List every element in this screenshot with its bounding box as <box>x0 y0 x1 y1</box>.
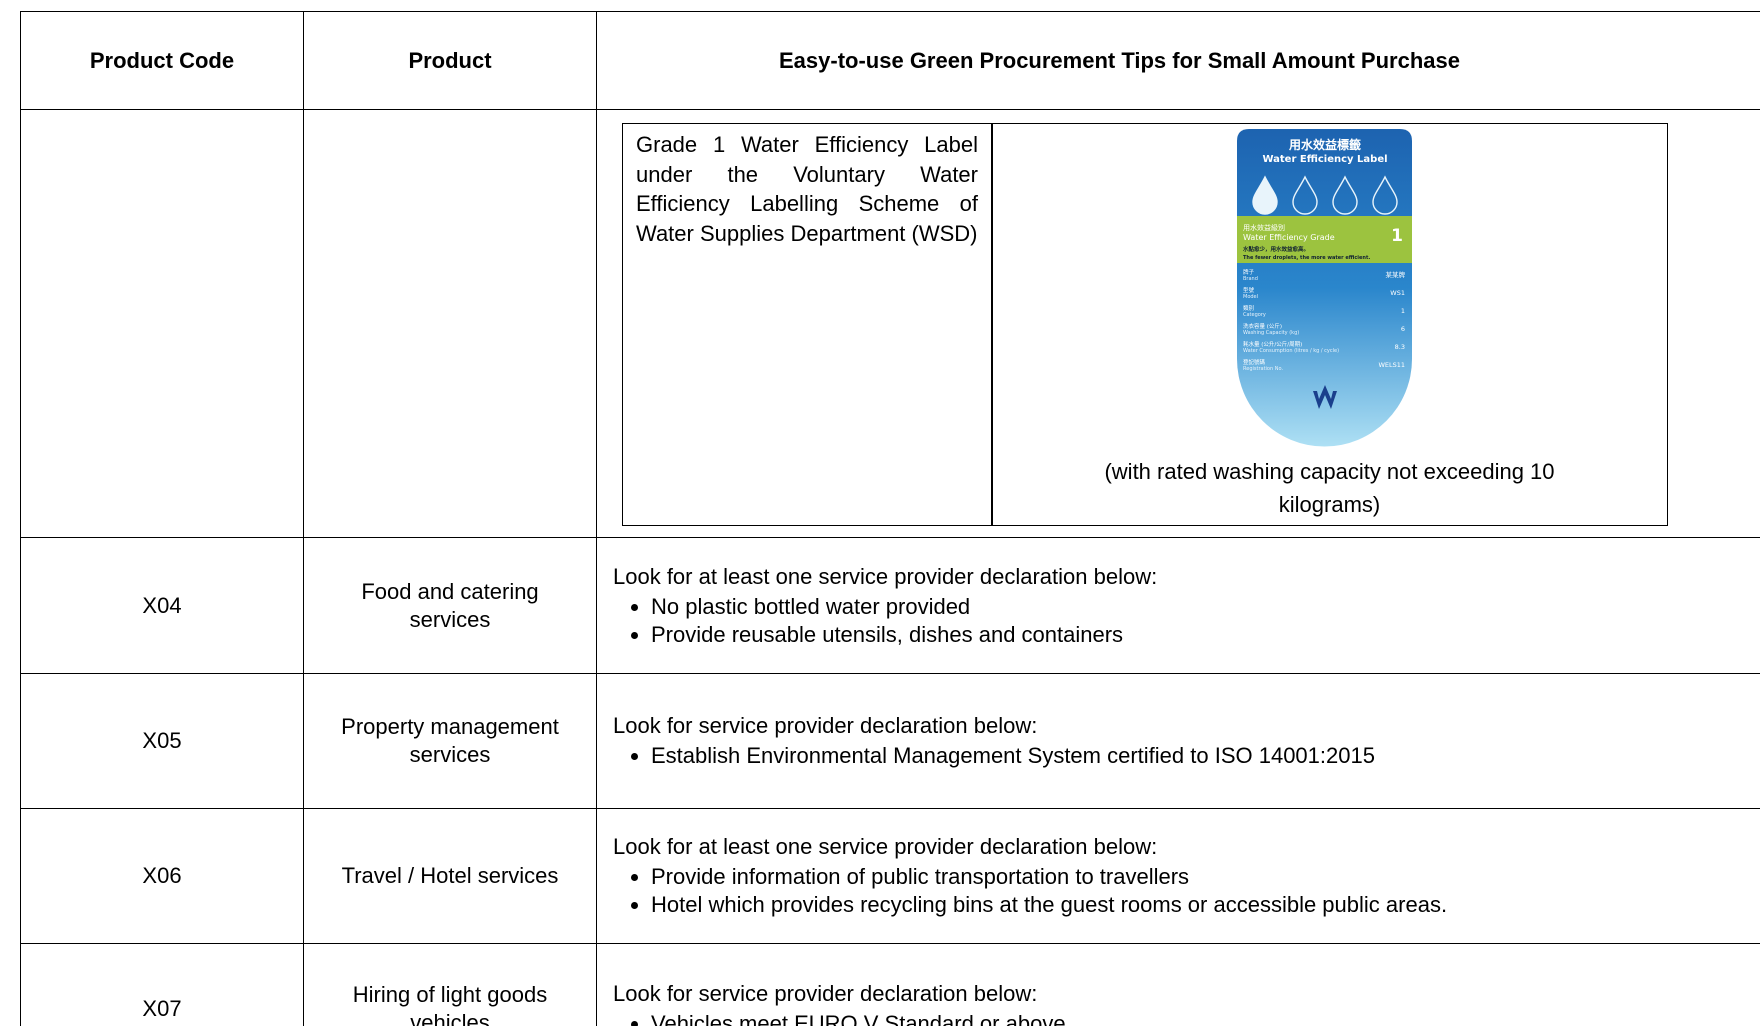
field-en: Washing Capacity (kg) <box>1243 330 1299 336</box>
field-en: Model <box>1243 294 1258 300</box>
tip-cell: Look for at least one service provider d… <box>596 537 1760 673</box>
field-value: 1 <box>1401 307 1405 315</box>
tip-intro: Look for service provider declaration be… <box>613 713 1038 738</box>
tip-content: Look for service provider declaration be… <box>613 712 1375 770</box>
code-cell: X06 <box>20 808 303 943</box>
tip-cell <box>596 109 1760 537</box>
field-zh: 型號 <box>1243 286 1255 294</box>
label-title-en: Water Efficiency Label <box>1262 154 1387 165</box>
grade-en: Water Efficiency Grade <box>1243 233 1335 242</box>
field-value: WS1 <box>1390 289 1405 297</box>
hint-en: The fewer droplets, the more water effic… <box>1243 255 1370 261</box>
tip-cell: Look for service provider declaration be… <box>596 673 1760 808</box>
tip-bullet: Vehicles meet EURO V Standard or above <box>651 1010 1066 1026</box>
label-cell: (with rated washing capacity not exceedi… <box>991 123 1668 526</box>
product-cell: Travel / Hotel services <box>303 808 596 943</box>
product-cell: Food and catering services <box>303 537 596 673</box>
product-cell: Property management services <box>303 673 596 808</box>
grade-zh: 用水效益級別 <box>1243 223 1285 232</box>
field-value: 某某牌 <box>1386 270 1406 279</box>
field-en: Brand <box>1243 276 1258 282</box>
tip-cell: Look for service provider declaration be… <box>596 943 1760 1026</box>
hint-zh: 水點愈少，用水效益愈高。 <box>1243 245 1309 253</box>
tip-intro: Look for at least one service provider d… <box>613 834 1158 859</box>
code-cell: X07 <box>20 943 303 1026</box>
wsd-logo <box>1313 385 1337 409</box>
tip-bullet: Hotel which provides recycling bins at t… <box>651 891 1447 919</box>
tip-list: Vehicles meet EURO V Standard or above <box>613 1010 1066 1026</box>
header-cell: Easy-to-use Green Procurement Tips for S… <box>596 11 1760 109</box>
tip-list: No plastic bottled water providedProvide… <box>613 593 1157 649</box>
tip-bullet: Provide information of public transporta… <box>651 863 1447 891</box>
field-value: 8.3 <box>1395 343 1405 351</box>
product-cell: Hiring of light goods vehicles <box>303 943 596 1026</box>
header-cell: Product <box>303 11 596 109</box>
tip-content: Look for at least one service provider d… <box>613 563 1157 649</box>
tip-list: Provide information of public transporta… <box>613 863 1447 919</box>
field-zh: 登記號碼 <box>1243 358 1266 366</box>
empty-cell <box>20 109 303 537</box>
tip-content: Look for service provider declaration be… <box>613 980 1066 1026</box>
field-zh: 洗衣容量 (公斤) <box>1243 322 1282 330</box>
field-zh: 耗水量 (公升/公斤/周期) <box>1243 340 1302 348</box>
field-zh: 牌子 <box>1243 268 1255 276</box>
criteria-text: Grade 1 Water Efficiency Label under the… <box>636 132 978 246</box>
tip-list: Establish Environmental Management Syste… <box>613 742 1375 770</box>
label-body <box>1237 129 1412 447</box>
tip-content: Look for at least one service provider d… <box>613 833 1447 919</box>
header-cell: Product Code <box>20 11 303 109</box>
empty-cell <box>303 109 596 537</box>
tip-cell: Look for at least one service provider d… <box>596 808 1760 943</box>
tip-intro: Look for service provider declaration be… <box>613 980 1038 1006</box>
grade-band <box>1237 216 1412 263</box>
code-cell: X04 <box>20 537 303 673</box>
tip-bullet: Establish Environmental Management Syste… <box>651 742 1375 770</box>
field-en: Water Consumption (litres / kg / cycle) <box>1243 348 1339 354</box>
field-en: Registration No. <box>1243 366 1283 372</box>
tip-intro: Look for at least one service provider d… <box>613 563 1158 589</box>
criteria-cell: Grade 1 Water Efficiency Label under the… <box>622 123 993 526</box>
field-en: Category <box>1243 312 1266 318</box>
grade-value: 1 <box>1391 226 1403 246</box>
field-value: 6 <box>1401 325 1405 333</box>
tip-bullet: No plastic bottled water provided <box>651 593 1157 621</box>
field-zh: 類別 <box>1243 304 1254 312</box>
field-value: WELS11 <box>1378 361 1405 369</box>
code-cell: X05 <box>20 673 303 808</box>
tip-bullet: Provide reusable utensils, dishes and co… <box>651 621 1157 649</box>
label-title-zh: 用水效益標籤 <box>1288 137 1361 152</box>
label-note: (with rated washing capacity not exceedi… <box>1104 459 1555 517</box>
droplets <box>1252 175 1398 215</box>
